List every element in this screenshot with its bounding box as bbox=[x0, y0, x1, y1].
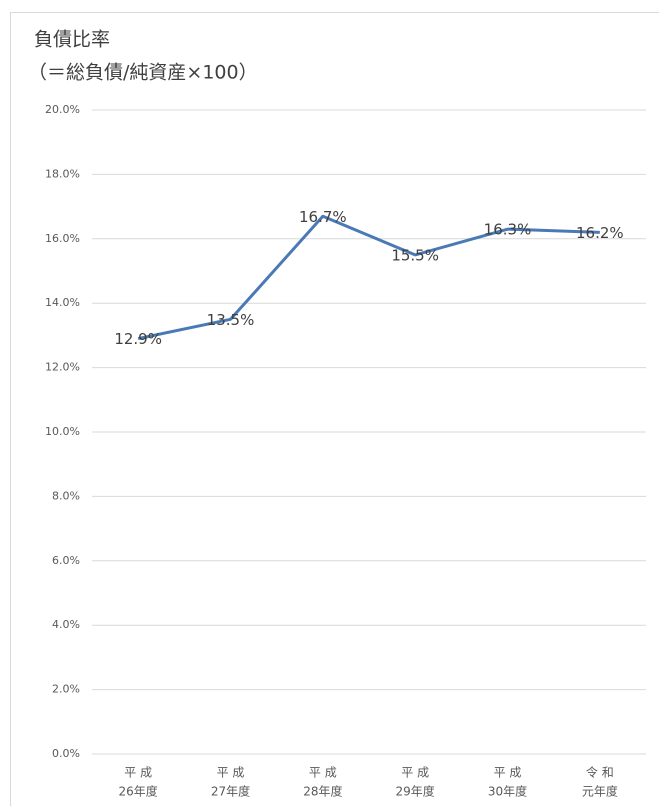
y-tick-label: 20.0% bbox=[45, 103, 80, 116]
y-tick-label: 4.0% bbox=[52, 618, 80, 631]
x-tick-label: 30年度 bbox=[488, 784, 527, 799]
y-tick-label: 14.0% bbox=[45, 296, 80, 309]
x-tick-label: 平 成 bbox=[124, 766, 152, 780]
y-tick-label: 2.0% bbox=[52, 683, 80, 696]
data-label: 16.2% bbox=[576, 224, 624, 242]
x-tick-label: 元年度 bbox=[582, 784, 618, 799]
line bbox=[137, 214, 600, 341]
x-tick-label: 平 成 bbox=[309, 766, 337, 780]
data-label: 16.3% bbox=[484, 221, 532, 239]
x-tick-label: 27年度 bbox=[211, 784, 250, 799]
x-tick-label: 令 和 bbox=[586, 765, 614, 780]
chart-subtitle: （＝総負債/純資産×100） bbox=[28, 62, 258, 84]
y-tick-label: 16.0% bbox=[45, 232, 80, 245]
data-label: 16.7% bbox=[299, 208, 347, 226]
chart-frame bbox=[10, 12, 659, 806]
y-tick-label: 0.0% bbox=[52, 747, 80, 760]
y-tick-label: 12.0% bbox=[45, 361, 80, 374]
y-tick-label: 6.0% bbox=[52, 554, 80, 567]
data-label: 15.5% bbox=[391, 246, 439, 264]
chart-title: 負債比率 bbox=[34, 29, 110, 51]
y-tick-label: 10.0% bbox=[45, 425, 80, 438]
x-tick-label: 平 成 bbox=[217, 766, 245, 780]
x-tick-label: 平 成 bbox=[494, 766, 522, 780]
data-label: 13.5% bbox=[207, 311, 255, 329]
x-tick-label: 28年度 bbox=[303, 784, 342, 799]
data-label: 12.9% bbox=[114, 330, 162, 348]
x-tick-label: 26年度 bbox=[119, 784, 158, 799]
x-tick-label: 29年度 bbox=[396, 784, 435, 799]
y-tick-label: 8.0% bbox=[52, 489, 80, 502]
y-tick-label: 18.0% bbox=[45, 167, 80, 180]
x-tick-label: 平 成 bbox=[401, 766, 429, 780]
